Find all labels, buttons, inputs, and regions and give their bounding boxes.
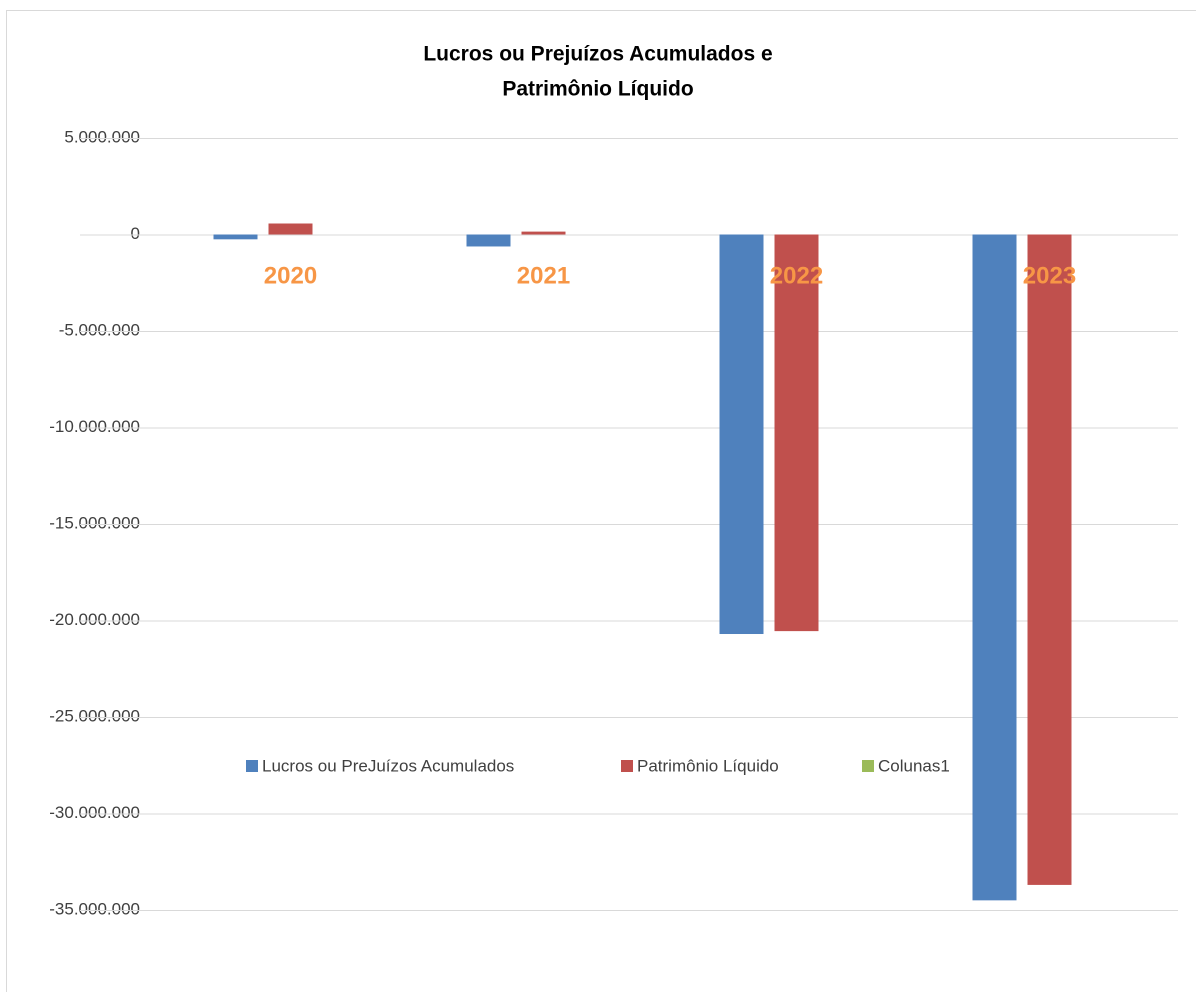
y-tick-label: -15.000.000 bbox=[49, 513, 140, 532]
legend-label: Colunas1 bbox=[878, 756, 950, 775]
legend-swatch bbox=[621, 760, 633, 772]
y-tick-label: 5.000.000 bbox=[64, 127, 140, 146]
chart-title: Lucros ou Prejuízos Acumulados e bbox=[423, 43, 772, 66]
bar bbox=[268, 223, 313, 235]
legend-swatch bbox=[246, 760, 258, 772]
x-tick-label: 2022 bbox=[770, 262, 823, 289]
y-tick-label: -5.000.000 bbox=[59, 320, 140, 339]
y-tick-label: 0 bbox=[131, 224, 140, 243]
x-tick-label: 2020 bbox=[264, 262, 317, 289]
x-tick-label: 2023 bbox=[1023, 262, 1076, 289]
bar bbox=[466, 234, 511, 247]
chart-frame bbox=[6, 10, 1196, 992]
legend-swatch bbox=[862, 760, 874, 772]
bar bbox=[1027, 234, 1072, 885]
chart-title: Patrimônio Líquido bbox=[502, 78, 693, 101]
legend-label: Patrimônio Líquido bbox=[637, 756, 779, 775]
bar bbox=[972, 234, 1017, 901]
bar bbox=[213, 234, 258, 240]
legend-label: Lucros ou PreJuízos Acumulados bbox=[262, 756, 514, 775]
x-tick-label: 2021 bbox=[517, 262, 570, 289]
bar bbox=[719, 234, 764, 635]
y-tick-label: -20.000.000 bbox=[49, 610, 140, 629]
y-tick-label: -25.000.000 bbox=[49, 706, 140, 725]
y-tick-label: -35.000.000 bbox=[49, 899, 140, 918]
bar bbox=[774, 234, 819, 632]
bar bbox=[521, 231, 566, 235]
y-tick-label: -30.000.000 bbox=[49, 803, 140, 822]
y-tick-label: -10.000.000 bbox=[49, 417, 140, 436]
